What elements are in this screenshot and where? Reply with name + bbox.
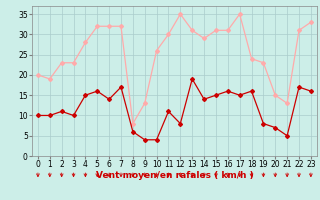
X-axis label: Vent moyen/en rafales ( km/h ): Vent moyen/en rafales ( km/h ) bbox=[96, 171, 253, 180]
